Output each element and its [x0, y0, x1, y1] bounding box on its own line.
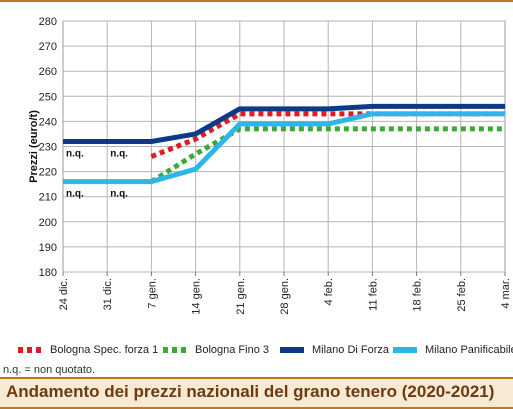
y-tick-label: 190: [39, 242, 57, 254]
y-tick-label: 240: [39, 116, 57, 128]
legend-item: Bologna Fino 3: [163, 340, 269, 360]
legend-item: Milano Panificabile: [393, 340, 513, 360]
nq-annotation: n.q.: [66, 148, 84, 159]
nq-annotation: n.q.: [66, 189, 84, 200]
line-chart: 180 190 200 210 220 230 240 250 260 270 280 24 dic.…: [28, 16, 512, 315]
legend-swatch: [393, 347, 417, 353]
x-tick-label: 25 feb.: [456, 278, 468, 312]
x-tick-label: 7 gen.: [146, 278, 158, 309]
legend-label: Bologna Spec. forza 1: [50, 344, 159, 356]
x-tick-label: 18 feb.: [412, 278, 424, 312]
axes: 180 190 200 210 220 230 240 250 260 270 280 24 dic.…: [39, 16, 512, 315]
legend-swatch: [280, 347, 304, 353]
y-tick-label: 200: [39, 217, 57, 229]
legend-item: Milano Di Forza: [280, 340, 389, 360]
y-tick-label: 250: [39, 91, 57, 103]
series-line-bologna-fino-3: [150, 126, 505, 184]
x-tick-label: 11 feb.: [367, 278, 379, 311]
x-tick-label: 4 mar.: [500, 278, 512, 309]
y-tick-label: 230: [39, 142, 57, 154]
nq-annotation: n.q.: [110, 148, 128, 159]
legend-swatch: [18, 347, 42, 353]
x-tick-label: 4 feb.: [323, 278, 335, 306]
legend-label: Milano Panificabile: [425, 344, 513, 356]
y-tick-label: 260: [39, 66, 57, 78]
y-tick-label: 270: [39, 41, 57, 53]
nq-annotation: n.q.: [110, 189, 128, 200]
legend-swatch: [163, 347, 187, 353]
y-tick-label: 220: [39, 167, 57, 179]
series-line-milano-di-forza: [63, 103, 505, 144]
footnote: n.q. = non quotato.: [3, 364, 96, 376]
y-tick-label: 180: [39, 267, 57, 279]
series-lines: [63, 103, 505, 185]
x-tick-label: 24 dic.: [58, 278, 70, 310]
chart-title: Andamento dei prezzi nazionali del grano…: [6, 382, 495, 401]
legend: Bologna Spec. forza 1 Bologna Fino 3 Milan…: [18, 340, 513, 360]
y-tick-label: 210: [39, 192, 57, 204]
gridlines: [62, 20, 506, 273]
legend-label: Bologna Fino 3: [195, 344, 269, 356]
y-axis-label: Prezzi (euro/t): [28, 110, 40, 183]
legend-item: Bologna Spec. forza 1: [18, 340, 158, 360]
legend-label: Milano Di Forza: [312, 344, 390, 356]
annotations: n.q. n.q. n.q. n.q.: [66, 148, 128, 199]
x-tick-label: 28 gen.: [279, 278, 291, 315]
y-tick-label: 280: [39, 16, 57, 28]
title-bar: Andamento dei prezzi nazionali del grano…: [0, 377, 513, 409]
x-tick-label: 14 gen.: [191, 278, 203, 315]
x-tick-label: 21 gen.: [235, 278, 247, 315]
top-accent-rule: [0, 0, 513, 2]
x-tick-label: 31 dic.: [102, 278, 114, 310]
series-line-milano-panificabile: [63, 111, 505, 185]
series-line-bologna-spec-forza-1: [150, 111, 505, 159]
